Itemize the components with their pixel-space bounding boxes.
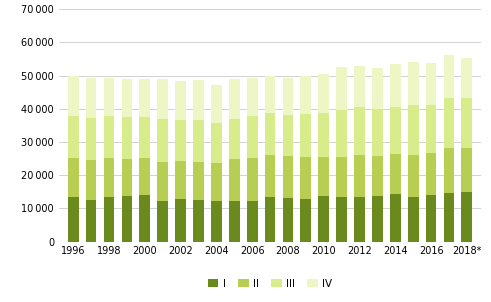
Bar — [175, 82, 186, 120]
Bar — [229, 159, 240, 201]
Bar — [157, 79, 168, 119]
Bar — [265, 155, 275, 197]
Bar — [336, 67, 347, 110]
Bar — [408, 62, 418, 105]
Bar — [175, 199, 186, 242]
Bar — [86, 78, 97, 118]
Bar — [247, 78, 257, 116]
Bar — [443, 193, 454, 242]
Bar — [157, 119, 168, 162]
Bar — [426, 195, 436, 242]
Bar — [372, 156, 383, 196]
Bar — [86, 200, 97, 242]
Bar — [283, 115, 293, 156]
Bar — [86, 159, 97, 200]
Bar — [229, 119, 240, 159]
Bar — [462, 98, 472, 148]
Bar — [211, 201, 222, 242]
Bar — [139, 117, 150, 158]
Bar — [408, 198, 418, 242]
Bar — [175, 120, 186, 161]
Bar — [336, 198, 347, 242]
Bar — [104, 197, 114, 242]
Bar — [122, 159, 132, 196]
Bar — [68, 197, 79, 242]
Bar — [247, 116, 257, 158]
Bar — [318, 113, 329, 156]
Bar — [211, 123, 222, 163]
Bar — [372, 109, 383, 156]
Bar — [462, 148, 472, 192]
Bar — [229, 79, 240, 119]
Bar — [300, 157, 311, 199]
Bar — [193, 162, 204, 200]
Bar — [318, 73, 329, 113]
Bar — [372, 196, 383, 242]
Bar — [104, 158, 114, 197]
Bar — [265, 197, 275, 242]
Bar — [354, 66, 365, 107]
Bar — [443, 98, 454, 148]
Bar — [193, 80, 204, 120]
Bar — [390, 153, 401, 194]
Bar — [408, 105, 418, 155]
Bar — [157, 162, 168, 201]
Bar — [426, 153, 436, 195]
Bar — [122, 196, 132, 242]
Bar — [390, 107, 401, 153]
Bar — [354, 155, 365, 197]
Bar — [390, 64, 401, 107]
Bar — [283, 198, 293, 242]
Legend: I, II, III, IV: I, II, III, IV — [204, 275, 336, 293]
Bar — [139, 158, 150, 195]
Bar — [265, 113, 275, 155]
Bar — [336, 156, 347, 198]
Bar — [122, 79, 132, 117]
Bar — [247, 201, 257, 242]
Bar — [229, 201, 240, 242]
Bar — [247, 158, 257, 201]
Bar — [300, 199, 311, 242]
Bar — [354, 197, 365, 242]
Bar — [354, 107, 365, 155]
Bar — [122, 117, 132, 159]
Bar — [443, 55, 454, 98]
Bar — [68, 158, 79, 197]
Bar — [443, 148, 454, 193]
Bar — [426, 63, 436, 105]
Bar — [193, 200, 204, 242]
Bar — [211, 163, 222, 201]
Bar — [462, 192, 472, 242]
Bar — [390, 194, 401, 242]
Bar — [157, 201, 168, 242]
Bar — [300, 76, 311, 114]
Bar — [139, 79, 150, 117]
Bar — [86, 118, 97, 159]
Bar — [408, 155, 418, 198]
Bar — [372, 68, 383, 109]
Bar — [283, 156, 293, 198]
Bar — [318, 156, 329, 196]
Bar — [193, 120, 204, 162]
Bar — [139, 195, 150, 242]
Bar — [283, 78, 293, 115]
Bar — [68, 116, 79, 158]
Bar — [300, 114, 311, 157]
Bar — [68, 76, 79, 116]
Bar — [175, 161, 186, 199]
Bar — [104, 116, 114, 158]
Bar — [265, 76, 275, 113]
Bar — [211, 85, 222, 123]
Bar — [104, 78, 114, 116]
Bar — [318, 196, 329, 242]
Bar — [426, 105, 436, 153]
Bar — [336, 110, 347, 156]
Bar — [462, 58, 472, 98]
